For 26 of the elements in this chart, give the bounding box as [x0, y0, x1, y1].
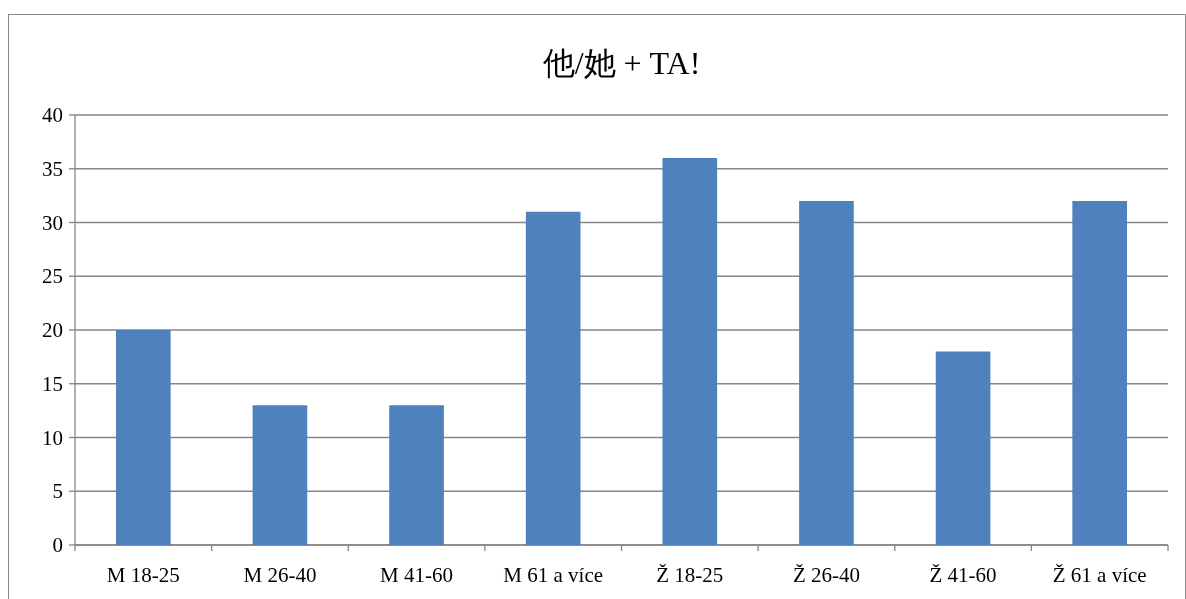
- x-tick-label: Ž 61 a více: [1052, 563, 1147, 587]
- y-tick-label: 0: [52, 533, 63, 557]
- y-tick-label: 10: [42, 425, 63, 450]
- bar: [935, 351, 991, 545]
- x-tick-label: Ž 41-60: [929, 563, 997, 587]
- y-tick-label: 30: [42, 210, 63, 235]
- y-tick-label: 25: [42, 264, 63, 289]
- y-tick-label: 20: [42, 318, 63, 342]
- bar: [389, 405, 444, 545]
- x-tick-label: M 26-40: [243, 563, 317, 587]
- chart-title: 他/她 + TA!: [542, 45, 701, 81]
- x-tick-label: M 18-25: [106, 563, 180, 587]
- y-tick-label: 35: [42, 156, 63, 181]
- x-tick-label: Ž 26-40: [792, 563, 860, 587]
- y-tick-label: 15: [42, 371, 63, 396]
- bar: [799, 201, 854, 545]
- bar: [252, 405, 308, 545]
- bar: [115, 330, 171, 545]
- bar: [1072, 201, 1128, 545]
- x-tick-label: M 41-60: [380, 563, 454, 587]
- x-tick-label: M 61 a více: [503, 563, 604, 587]
- x-tick-label: Ž 18-25: [656, 563, 724, 587]
- bar: [662, 158, 718, 545]
- bar: [525, 211, 581, 545]
- y-tick-label: 5: [52, 479, 63, 504]
- y-tick-label: 40: [42, 103, 63, 127]
